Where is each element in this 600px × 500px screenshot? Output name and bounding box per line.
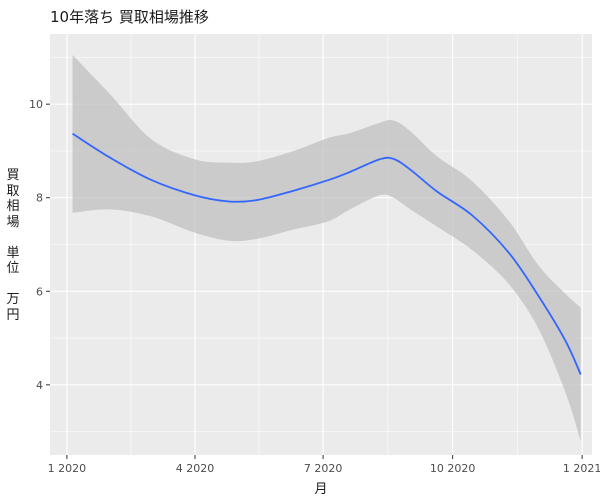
- y-tick-label: 8: [36, 192, 43, 205]
- y-axis-label-char: 位: [6, 261, 20, 276]
- y-axis-label-char: 単: [6, 245, 20, 261]
- y-axis-label-char: 相: [6, 199, 20, 214]
- y-axis-label-char: 円: [6, 307, 20, 323]
- x-axis-label: 月: [314, 482, 327, 497]
- y-axis-label: 買取相場 単位 万円: [4, 168, 22, 323]
- x-axis: 1 2020 4 2020 7 2020 10 2020 1 2021: [48, 455, 600, 475]
- trend-line: [72, 132, 582, 375]
- x-tick-label: 7 2020: [304, 462, 343, 475]
- x-tick-label: 1 2021: [563, 462, 600, 475]
- y-axis-label-char: 場: [6, 214, 20, 230]
- y-axis: 4 6 8 10: [29, 98, 50, 392]
- x-tick-label: 10 2020: [430, 462, 476, 475]
- y-tick-label: 4: [36, 379, 43, 392]
- y-axis-label-char: 万: [6, 292, 20, 307]
- y-axis-label-char: 買: [6, 168, 20, 183]
- chart-title: 10年落ち 買取相場推移: [50, 8, 209, 26]
- x-tick-label: 4 2020: [176, 462, 215, 475]
- x-tick-label: 1 2020: [48, 462, 87, 475]
- y-tick-label: 10: [29, 98, 43, 111]
- y-tick-label: 6: [36, 285, 43, 298]
- y-axis-label-char: 取: [6, 183, 20, 199]
- confidence-ribbon: [72, 55, 581, 441]
